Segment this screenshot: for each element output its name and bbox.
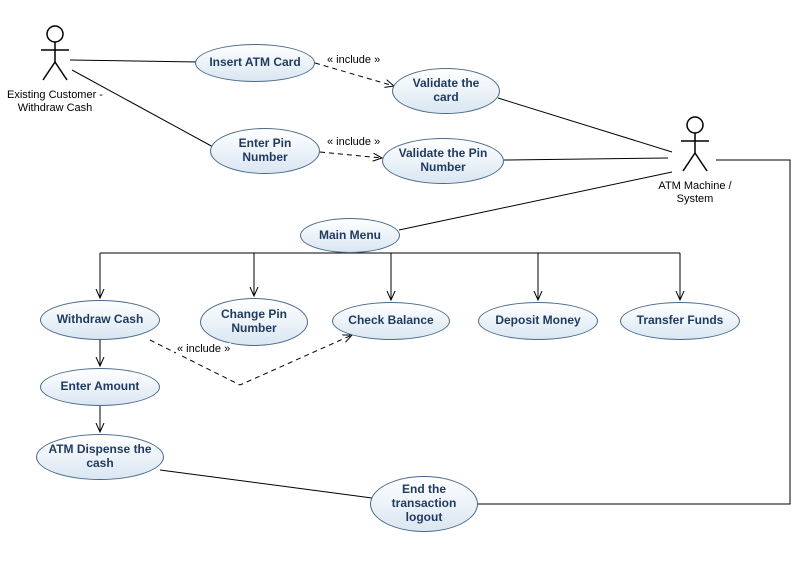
usecase-insert-card: Insert ATM Card — [195, 44, 315, 82]
usecase-change-pin: Change Pin Number — [200, 298, 308, 346]
usecase-check-balance: Check Balance — [332, 302, 450, 340]
usecase-validate-card: Validate the card — [392, 68, 500, 114]
usecase-validate-pin: Validate the Pin Number — [382, 138, 504, 184]
actor-atm-label: ATM Machine / System — [650, 180, 740, 206]
edge-label-include-1: « include » — [326, 54, 381, 66]
usecase-deposit-money: Deposit Money — [478, 302, 598, 340]
usecase-dispense-cash: ATM Dispense the cash — [36, 434, 164, 480]
edge-label-include-2: « include » — [326, 136, 381, 148]
edge — [160, 470, 372, 498]
usecase-end-logout: End the transaction logout — [370, 476, 478, 532]
actor-atm: ATM Machine / System — [650, 115, 740, 206]
person-icon — [35, 24, 75, 82]
person-icon — [675, 115, 715, 173]
edge — [504, 158, 668, 160]
edge-label-include-3: « include » — [176, 343, 231, 355]
edge — [320, 152, 382, 158]
actor-customer: Existing Customer - Withdraw Cash — [0, 24, 110, 115]
usecase-enter-pin: Enter Pin Number — [210, 128, 320, 174]
edge — [498, 98, 672, 152]
usecase-transfer-funds: Transfer Funds — [620, 302, 740, 340]
usecase-main-menu: Main Menu — [300, 218, 400, 253]
usecase-enter-amount: Enter Amount — [40, 368, 160, 406]
usecase-withdraw-cash: Withdraw Cash — [40, 300, 160, 340]
edge — [315, 63, 394, 86]
actor-customer-label: Existing Customer - Withdraw Cash — [0, 89, 110, 115]
